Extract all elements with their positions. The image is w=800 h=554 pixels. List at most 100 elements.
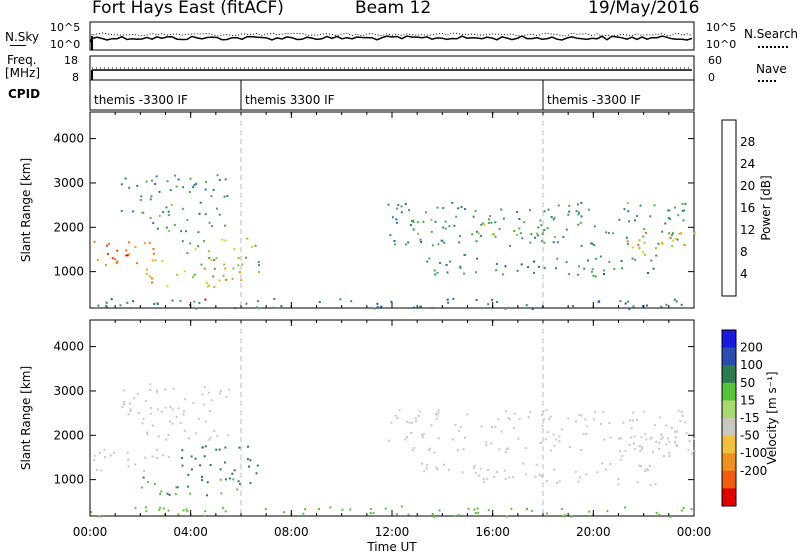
data-cell — [129, 402, 131, 405]
data-cell — [624, 302, 627, 305]
data-cell — [486, 477, 489, 480]
data-cell — [224, 239, 227, 242]
data-cell — [202, 240, 205, 243]
data-cell — [197, 231, 200, 234]
data-cell — [280, 305, 283, 308]
data-cell — [201, 475, 203, 478]
data-cell — [404, 203, 407, 206]
data-cell — [198, 417, 201, 420]
data-cell — [474, 512, 477, 515]
data-cell — [562, 236, 565, 238]
data-cell — [412, 220, 415, 223]
data-cell — [594, 275, 597, 278]
nsearch-legend-line — [758, 46, 788, 48]
data-cell — [558, 480, 561, 483]
vel-cbar-swatch — [722, 400, 736, 419]
data-cell — [93, 458, 96, 461]
cpid-segments: themis -3300 IF themis 3300 IF themis -330… — [94, 80, 641, 110]
data-cell — [164, 406, 167, 409]
data-cell — [249, 482, 252, 485]
data-cell — [156, 448, 159, 451]
data-cell — [173, 223, 176, 226]
data-cell — [553, 216, 556, 219]
data-cell — [648, 465, 651, 467]
power-scatter — [93, 174, 696, 310]
data-cell — [668, 232, 671, 235]
data-cell — [518, 417, 521, 420]
data-cell — [400, 205, 403, 208]
data-cell — [543, 210, 546, 213]
data-cell — [376, 305, 379, 308]
data-cell — [476, 507, 479, 510]
data-cell — [619, 458, 622, 461]
x-tick-label: 08:00 — [274, 525, 309, 539]
data-cell — [349, 508, 352, 511]
data-cell — [115, 262, 118, 265]
data-cell — [673, 298, 676, 301]
data-cell — [119, 304, 122, 307]
data-cell — [224, 446, 227, 449]
data-cell — [453, 224, 456, 227]
data-cell — [139, 199, 142, 201]
data-cell — [388, 439, 391, 442]
data-cell — [587, 259, 590, 262]
data-cell — [642, 235, 645, 238]
data-cell — [540, 442, 543, 444]
data-cell — [414, 417, 417, 420]
data-cell — [203, 514, 206, 517]
data-cell — [99, 451, 102, 454]
data-cell — [167, 456, 170, 458]
data-cell — [652, 451, 654, 454]
data-cell — [169, 420, 172, 423]
data-cell — [123, 400, 126, 403]
data-cell — [490, 442, 493, 445]
data-cell — [142, 417, 145, 420]
noise-strip-frame — [89, 21, 695, 51]
data-cell — [680, 303, 683, 306]
data-cell — [495, 470, 498, 473]
data-cell — [558, 435, 561, 438]
data-cell — [162, 507, 165, 510]
data-cell — [239, 483, 242, 485]
data-cell — [167, 214, 170, 217]
data-cell — [677, 214, 680, 217]
data-cell — [213, 259, 216, 261]
data-cell — [536, 232, 538, 235]
data-cell — [621, 267, 624, 270]
data-cell — [216, 207, 218, 210]
data-cell — [144, 399, 147, 402]
data-cell — [487, 303, 490, 306]
data-cell — [577, 480, 580, 483]
data-cell — [665, 424, 668, 427]
data-cell — [126, 254, 129, 257]
data-cell — [523, 221, 526, 224]
data-cell — [545, 408, 548, 411]
data-cell — [586, 425, 589, 428]
data-cell — [179, 299, 182, 302]
data-cell — [437, 437, 440, 440]
data-cell — [618, 515, 621, 518]
data-cell — [397, 204, 400, 206]
data-cell — [227, 434, 230, 437]
data-cell — [160, 410, 163, 413]
data-cell — [113, 451, 116, 454]
data-cell — [304, 508, 307, 511]
vel-cbar-swatch — [722, 488, 736, 507]
vel-cbar-tick-label: -200 — [740, 464, 767, 478]
data-cell — [198, 212, 201, 215]
data-cell — [339, 298, 342, 301]
data-cell — [443, 463, 446, 466]
data-cell — [579, 476, 582, 479]
data-cell — [442, 226, 445, 229]
data-cell — [668, 440, 671, 443]
data-cell — [612, 232, 615, 235]
data-cell — [426, 464, 429, 466]
data-cell — [434, 220, 437, 223]
data-cell — [129, 408, 132, 411]
freq-tick-top: 18 — [64, 54, 78, 67]
data-cell — [632, 411, 635, 414]
data-cell — [690, 452, 693, 455]
data-cell — [553, 468, 556, 471]
data-cell — [445, 264, 448, 266]
data-cell — [483, 223, 485, 226]
